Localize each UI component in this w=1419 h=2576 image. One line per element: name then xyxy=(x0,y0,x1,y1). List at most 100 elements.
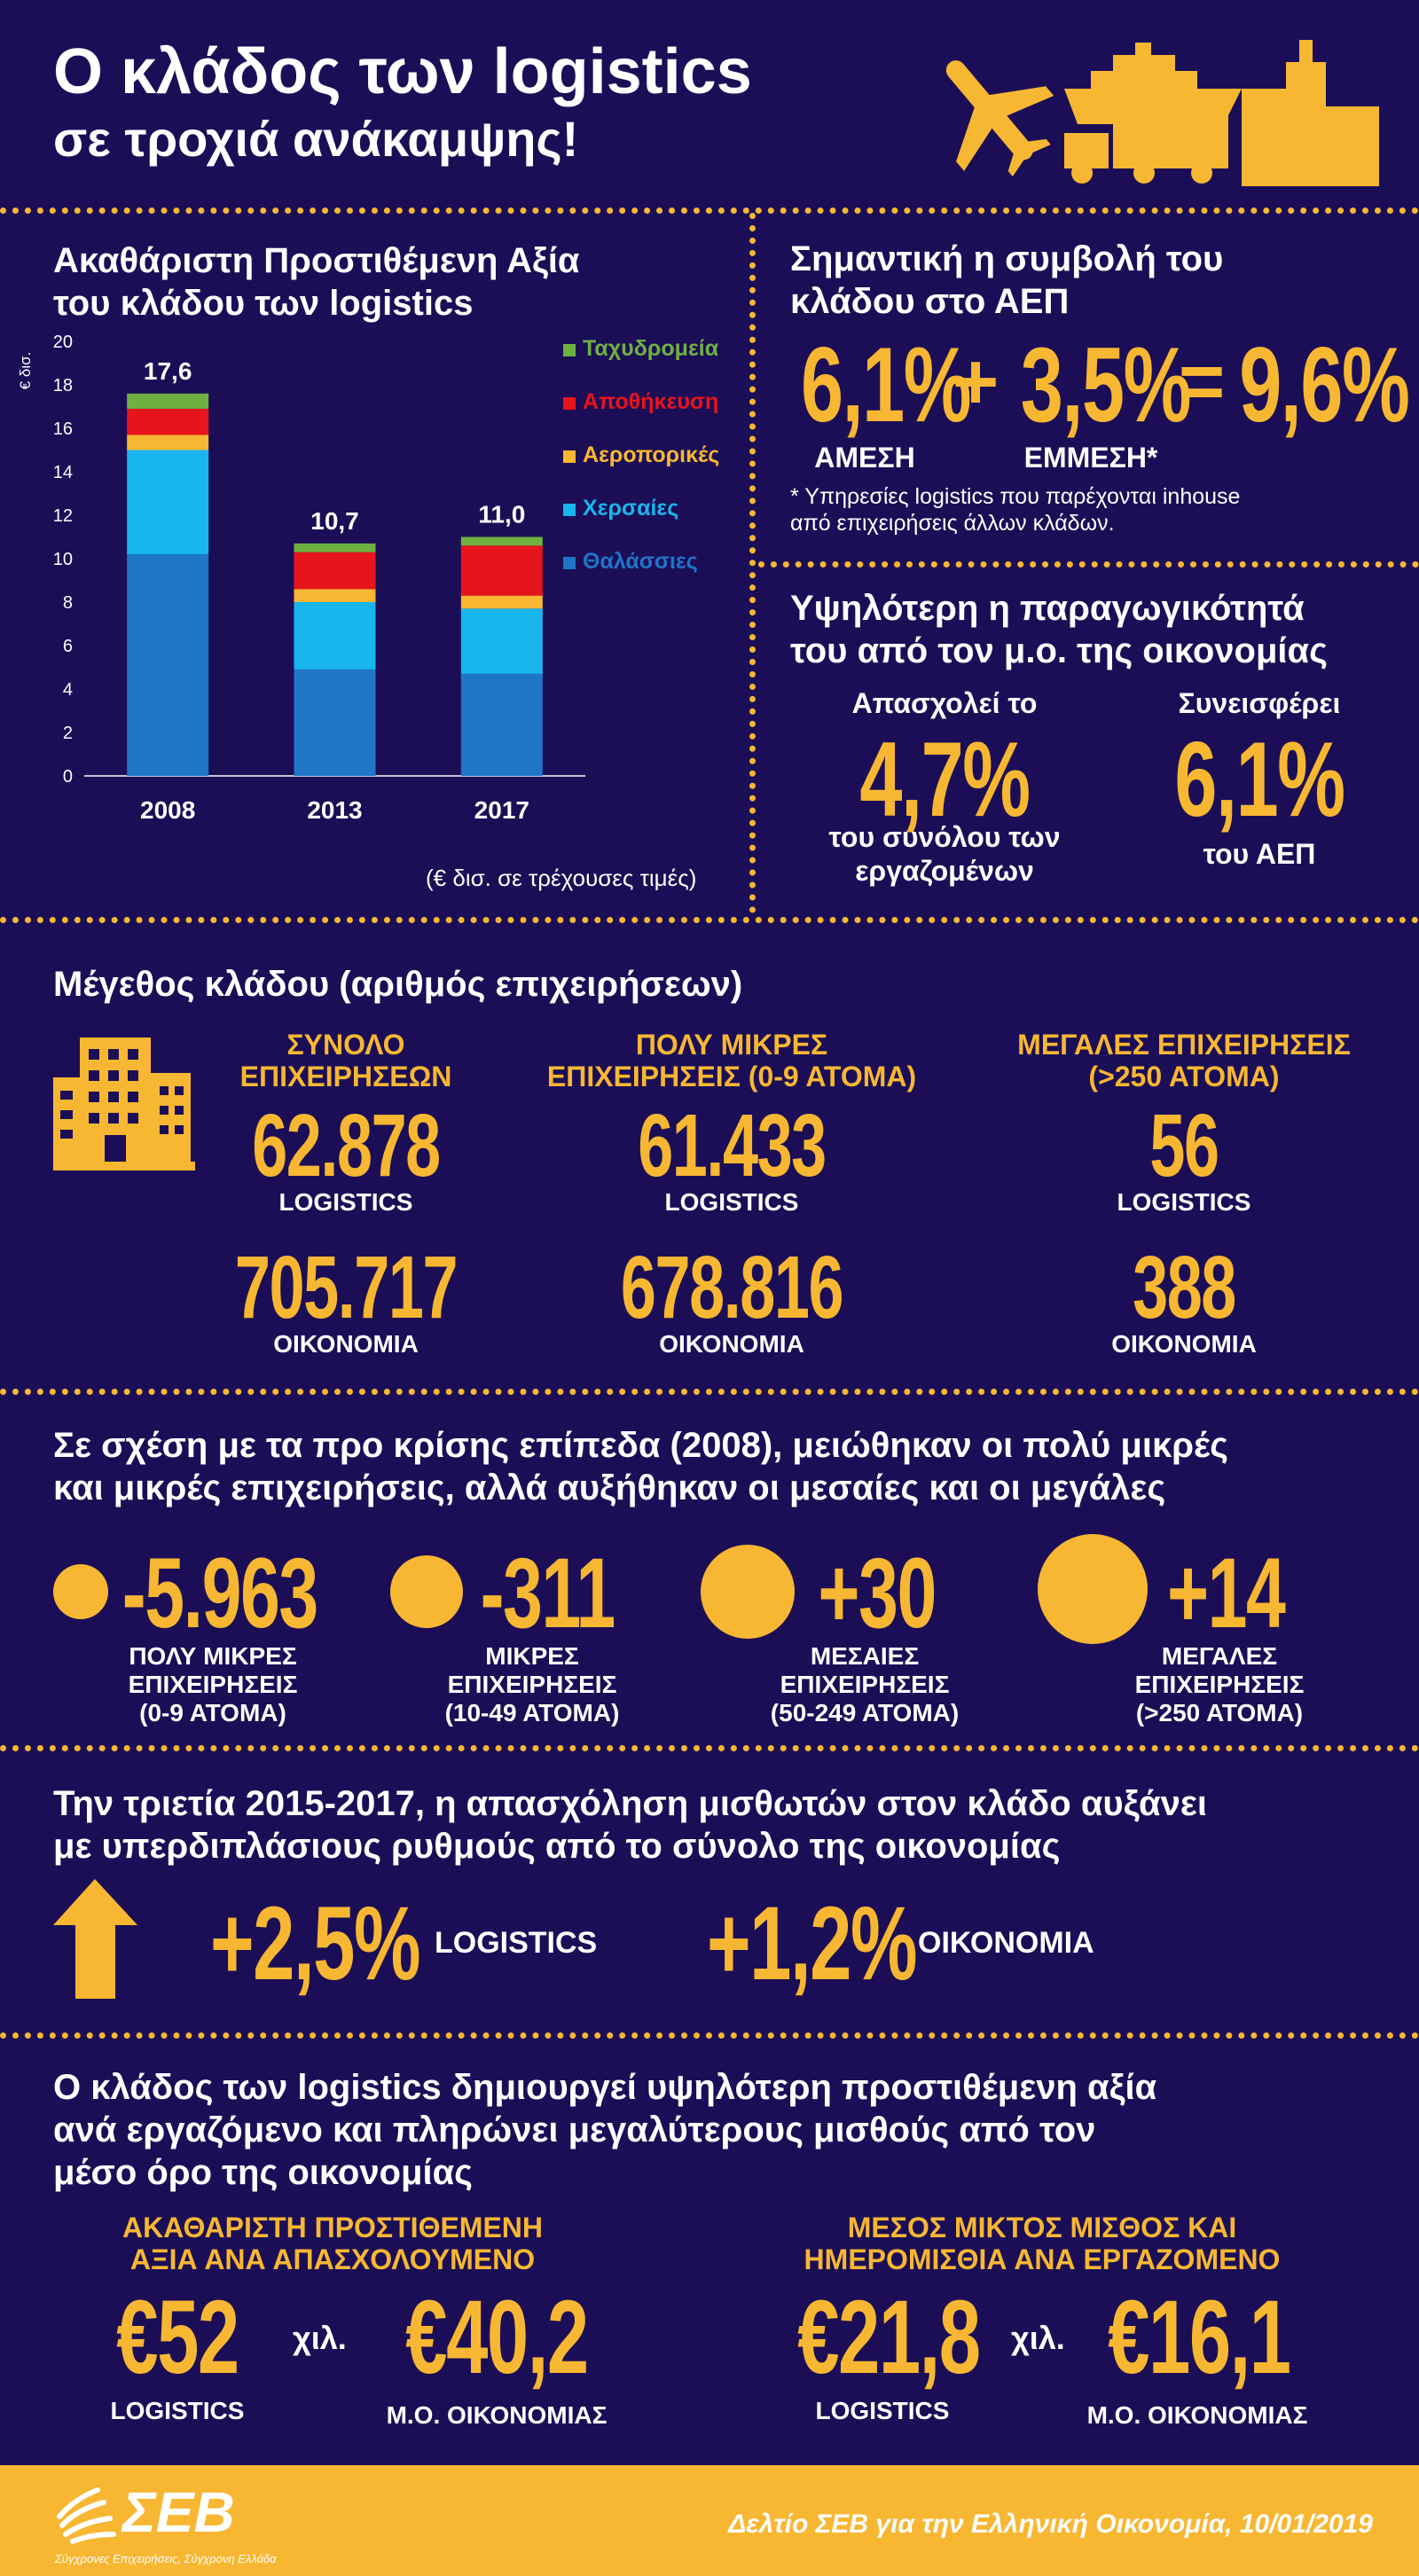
size-col3-header-line1: ΜΕΓΑΛΕΣ ΕΠΙΧΕΙΡΗΣΕΙΣ xyxy=(1017,1029,1351,1061)
contrib-top-label: Συνεισφέρει xyxy=(1178,687,1341,719)
change-circle-icon xyxy=(53,1564,108,1619)
size-title: Μέγεθος κλάδου (αριθμός επιχειρήσεων) xyxy=(53,965,743,1004)
bar-segment xyxy=(460,608,543,674)
gdp-footnote-line2: από επιχειρήσεις άλλων κλάδων. xyxy=(790,511,1115,536)
change-item-large: +14 ΜΕΓΑΛΕΣ ΕΠΙΧΕΙΡΗΣΕΙΣ (>250 ΑΤΟΜΑ) xyxy=(1033,1518,1388,1726)
change-item-medium: +30 ΜΕΣΑΙΕΣ ΕΠΙΧΕΙΡΗΣΕΙΣ (50-249 ΑΤΟΜΑ) xyxy=(696,1518,1033,1726)
y-tick-label: 14 xyxy=(53,463,73,482)
page-subtitle: σε τροχιά ανάκαμψης! xyxy=(53,111,579,167)
legend-entry: Χερσαίες xyxy=(583,496,678,521)
bar-segment xyxy=(127,435,209,450)
gdp-indirect-value: 3,5% xyxy=(1020,325,1192,444)
legend-swatch xyxy=(563,450,576,463)
size-col2-economy-value: 678.816 xyxy=(620,1238,844,1337)
change-circle-icon xyxy=(1038,1534,1148,1644)
y-tick-label: 20 xyxy=(53,333,73,352)
legend-swatch xyxy=(563,557,576,569)
change-value: +30 xyxy=(818,1538,937,1648)
divider xyxy=(0,1389,1419,1395)
wages-title: Ο κλάδος των logistics δημιουργεί υψηλότ… xyxy=(53,2066,1156,2194)
divider xyxy=(0,1745,1419,1751)
wages-left-header-line1: ΑΚΑΘΑΡΙΣΤΗ ΠΡΟΣΤΙΘΕΜΕΝΗ xyxy=(122,2212,544,2243)
y-tick-label: 0 xyxy=(63,767,73,787)
size-col1-logistics-label: LOGISTICS xyxy=(278,1188,413,1216)
page-title: Ο κλάδος των logistics xyxy=(53,36,752,107)
size-col3-logistics-value: 56 xyxy=(1149,1096,1219,1195)
gva-title-line2: του κλάδου των logistics xyxy=(53,284,474,323)
gva-section: Ακαθάριστη Προστιθέμενη Αξία του κλάδου … xyxy=(0,213,749,913)
transport-icons xyxy=(945,40,1379,186)
change-item-micro: -5.963 ΠΟΛΥ ΜΙΚΡΕΣ ΕΠΙΧΕΙΡΗΣΕΙΣ (0-9 ΑΤΟ… xyxy=(44,1518,381,1726)
logo-text: ΣΕΒ xyxy=(122,2480,235,2544)
footer: ΣΕΒ Σύγχρονες Επιχειρήσεις, Σύγχρονη Ελλ… xyxy=(0,2465,1419,2576)
wages-right-economy-value: €16,1 xyxy=(1108,2279,1291,2396)
change-label-line2: ΕΠΙΧΕΙΡΗΣΕΙΣ xyxy=(447,1671,617,1698)
legend-swatch xyxy=(563,504,576,516)
gdp-title-line1: Σημαντική η συμβολή του xyxy=(790,239,1224,278)
size-col1-economy-label: ΟΙΚΟΝΟΜΙΑ xyxy=(273,1330,419,1358)
legend-swatch xyxy=(563,344,576,356)
wages-right-header-line1: ΜΕΣΟΣ ΜΙΚΤΟΣ ΜΙΣΘΟΣ ΚΑΙ xyxy=(847,2212,1237,2243)
size-col2-header-line1: ΠΟΛΥ ΜΙΚΡΕΣ xyxy=(635,1029,828,1061)
size-col2-logistics-label: LOGISTICS xyxy=(664,1188,799,1216)
change-label-line1: ΠΟΛΥ ΜΙΚΡΕΣ xyxy=(129,1642,297,1670)
buildings-icon xyxy=(1242,40,1379,186)
change-value: -311 xyxy=(480,1538,616,1648)
wages-left-header: ΑΚΑΘΑΡΙΣΤΗ ΠΡΟΣΤΙΘΕΜΕΝΗ ΑΞΙΑ ΑΝΑ ΑΠΑΣΧΟΛ… xyxy=(53,2212,612,2275)
size-col3-header-line2: (>250 ΑΤΟΜΑ) xyxy=(1088,1061,1280,1092)
x-tick-label: 2017 xyxy=(474,796,529,824)
bar-segment xyxy=(294,602,376,669)
size-col1-header-line1: ΣΥΝΟΛΟ xyxy=(286,1029,405,1061)
x-tick-label: 2008 xyxy=(140,796,195,824)
wages-title-line3: μέσο όρο της οικονομίας xyxy=(53,2153,473,2192)
employ-value: 4,7% xyxy=(859,720,1031,839)
wages-left-logistics-value: €52 xyxy=(116,2279,239,2396)
change-title-line1: Σε σχέση με τα προ κρίσης επίπεδα (2008)… xyxy=(53,1426,1228,1465)
gva-title: Ακαθάριστη Προστιθέμενη Αξία του κλάδου … xyxy=(53,239,580,325)
gdp-direct-value: 6,1% xyxy=(801,325,972,444)
change-value: +14 xyxy=(1167,1538,1286,1648)
size-col3-logistics-label: LOGISTICS xyxy=(1117,1188,1251,1216)
logo-tagline: Σύγχρονες Επιχειρήσεις, Σύγχρονη Ελλάδα xyxy=(55,2552,277,2565)
contrib-bottom-label: του ΑΕΠ xyxy=(1203,838,1316,870)
bar-segment xyxy=(127,450,209,555)
productivity-title-line2: του από τον μ.ο. της οικονομίας xyxy=(790,631,1328,670)
x-tick-label: 2013 xyxy=(307,796,362,824)
productivity-title: Υψηλότερη η παραγωγικότητά του από τον μ… xyxy=(790,587,1328,672)
size-col2-header-line2: ΕΠΙΧΕΙΡΗΣΕΙΣ (0-9 ΑΤΟΜΑ) xyxy=(546,1061,917,1092)
productivity-title-line1: Υψηλότερη η παραγωγικότητά xyxy=(790,589,1305,628)
wages-left-thousand: χιλ. xyxy=(293,2320,347,2356)
gdp-total-value: 9,6% xyxy=(1239,325,1410,444)
productivity-section: Υψηλότερη η παραγωγικότητά του από τον μ… xyxy=(758,568,1419,913)
wages-right-economy-label: Μ.Ο. ΟΙΚΟΝΟΜΙΑΣ xyxy=(1086,2401,1308,2429)
employ-bottom-label: του συνόλου των εργαζομένων xyxy=(785,820,1104,888)
y-tick-label: 16 xyxy=(53,419,73,439)
y-tick-label: 8 xyxy=(63,593,73,613)
employment-title: Την τριετία 2015-2017, η απασχόληση μισθ… xyxy=(53,1782,1207,1867)
change-label-line1: ΜΙΚΡΕΣ xyxy=(485,1642,579,1670)
employment-title-line2: με υπερδιπλάσιους ρυθμούς από το σύνολο … xyxy=(53,1827,1061,1866)
gdp-direct-label: ΑΜΕΣΗ xyxy=(814,442,915,474)
change-label-line2: ΕΠΙΧΕΙΡΗΣΕΙΣ xyxy=(1134,1671,1305,1698)
change-label-line1: ΜΕΓΑΛΕΣ xyxy=(1161,1642,1278,1670)
employment-logistics-label: LOGISTICS xyxy=(435,1926,598,1960)
wages-right-header: ΜΕΣΟΣ ΜΙΚΤΟΣ ΜΙΣΘΟΣ ΚΑΙ ΗΜΕΡΟΜΙΣΘΙΑ ΑΝΑ … xyxy=(745,2212,1339,2275)
wages-right-logistics-value: €21,8 xyxy=(797,2279,981,2396)
size-col2-header: ΠΟΛΥ ΜΙΚΡΕΣ ΕΠΙΧΕΙΡΗΣΕΙΣ (0-9 ΑΤΟΜΑ) xyxy=(514,1029,949,1092)
change-label: ΜΕΓΑΛΕΣ ΕΠΙΧΕΙΡΗΣΕΙΣ (>250 ΑΤΟΜΑ) xyxy=(1086,1642,1352,1727)
footer-source: Δελτίο ΣΕΒ για την Ελληνική Οικονομία, 1… xyxy=(728,2509,1373,2539)
bar-segment xyxy=(460,545,543,596)
y-tick-label: 2 xyxy=(63,724,73,743)
employ-bottom-line1: του συνόλου των xyxy=(828,821,1061,853)
size-col3-header: ΜΕΓΑΛΕΣ ΕΠΙΧΕΙΡΗΣΕΙΣ (>250 ΑΤΟΜΑ) xyxy=(976,1029,1392,1092)
wages-title-line2: ανά εργαζόμενο και πληρώνει μεγαλύτερους… xyxy=(53,2110,1096,2149)
change-label-line3: (0-9 ΑΤΟΜΑ) xyxy=(139,1699,286,1726)
change-title: Σε σχέση με τα προ κρίσης επίπεδα (2008)… xyxy=(53,1424,1228,1509)
divider xyxy=(0,207,1419,214)
size-col3-economy-value: 388 xyxy=(1133,1238,1236,1337)
office-building-icon xyxy=(53,1037,195,1171)
legend-swatch xyxy=(563,397,576,410)
gva-bar-chart: € δισ. 0 2 4 6 8 10 12 14 16 18 20 17,6 2008 10,7 2013 1… xyxy=(18,333,719,824)
change-item-small: -311 ΜΙΚΡΕΣ ΕΠΙΧΕΙΡΗΣΕΙΣ (10-49 ΑΤΟΜΑ) xyxy=(381,1518,701,1726)
wages-left-economy-label: Μ.Ο. ΟΙΚΟΝΟΜΙΑΣ xyxy=(386,2401,608,2429)
